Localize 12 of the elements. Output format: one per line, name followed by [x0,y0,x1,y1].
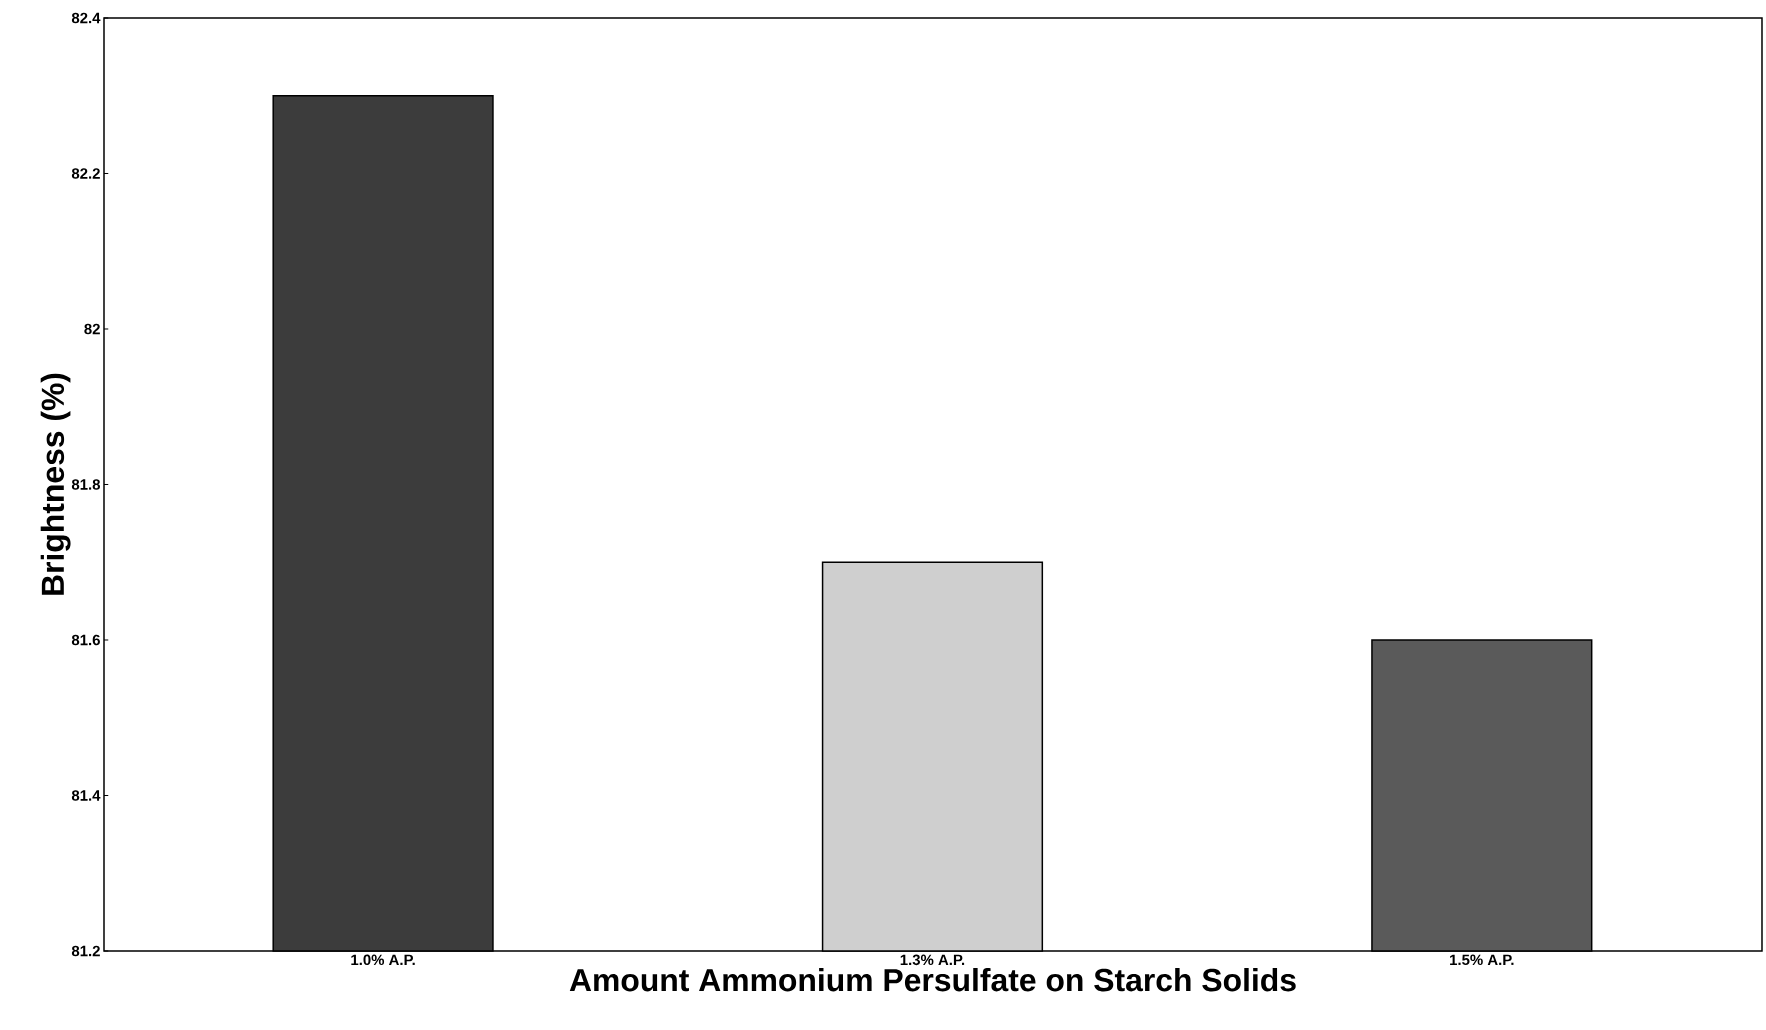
y-tick-label: 81.6 [71,634,100,646]
y-tick-label: 81.8 [71,479,101,490]
y-tick-label: 82.4 [71,12,101,24]
y-axis-title: Brightness (%) [40,373,71,595]
y-tick-label: 81.2 [71,945,100,957]
x-tick-label: 1.5% A.P. [1450,954,1514,966]
x-tick-label: 1.0% A.P. [351,954,415,966]
y-tick-label: 82 [84,323,100,335]
x-tick-label: 1.3% A.P. [900,954,965,966]
y-tick-label: 82.2 [71,168,100,179]
x-axis-title: Amount Ammonium Persulfate on Starch Solids [569,967,1296,992]
y-tick-label: 81.4 [71,790,101,801]
